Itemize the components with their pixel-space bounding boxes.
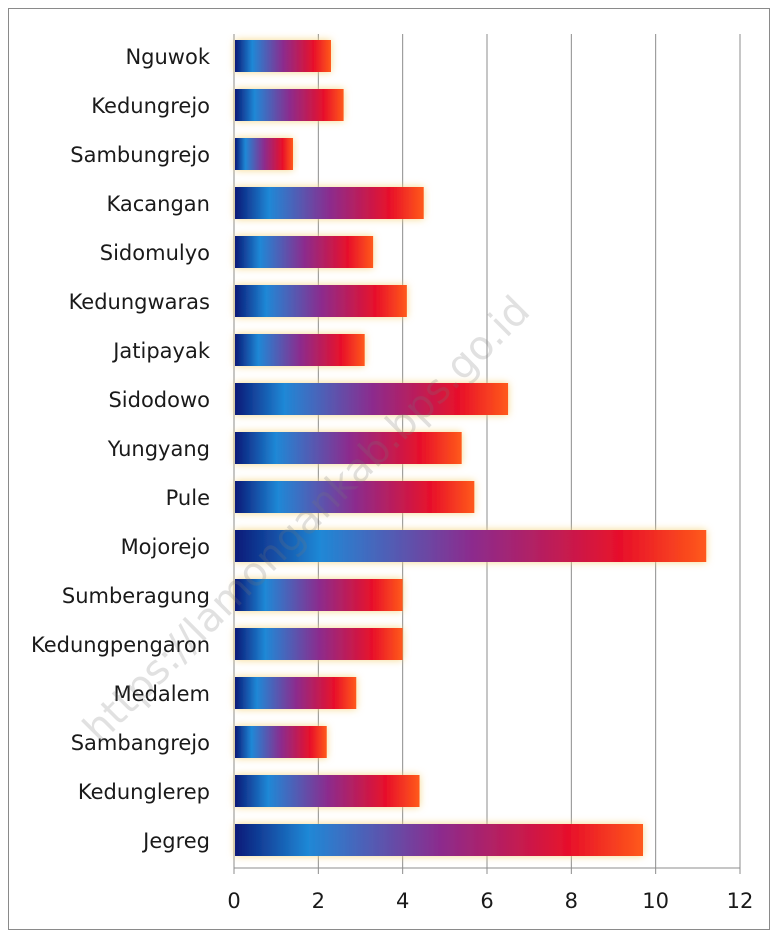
category-label-jatipayak: Jatipayak — [111, 339, 211, 363]
bar-mojorejo — [235, 530, 707, 562]
category-label-mojorejo: Mojorejo — [121, 535, 210, 559]
x-tick-label: 2 — [312, 889, 325, 913]
bar-kedungrejo — [235, 89, 344, 121]
category-label-medalem: Medalem — [114, 682, 210, 706]
category-label-sidomulyo: Sidomulyo — [100, 241, 210, 265]
bar-sumberagung — [235, 579, 403, 611]
bar-sambangrejo — [235, 726, 327, 758]
category-label-sidodowo: Sidodowo — [108, 388, 210, 412]
category-label-jegreg: Jegreg — [141, 829, 210, 853]
x-tick-label: 0 — [227, 889, 240, 913]
bar-kedungpengaron — [235, 628, 403, 660]
bar-nguwok — [235, 40, 331, 72]
category-label-kedungrejo: Kedungrejo — [91, 94, 210, 118]
x-tick-label: 4 — [396, 889, 409, 913]
category-label-kedungpengaron: Kedungpengaron — [31, 633, 210, 657]
category-label-kedungwaras: Kedungwaras — [69, 290, 210, 314]
bar-yungyang — [235, 432, 462, 464]
bar-jegreg — [235, 824, 644, 856]
category-label-pule: Pule — [166, 486, 210, 510]
x-tick-label: 12 — [727, 889, 754, 913]
bar-kedunglerep — [235, 775, 420, 807]
x-tick-label: 6 — [480, 889, 493, 913]
category-label-kedunglerep: Kedunglerep — [78, 780, 210, 804]
bar-pule — [235, 481, 475, 513]
bar-kacangan — [235, 187, 424, 219]
x-tick-label: 8 — [565, 889, 578, 913]
category-label-yungyang: Yungyang — [107, 437, 210, 461]
category-label-sambangrejo: Sambangrejo — [71, 731, 210, 755]
category-label-sumberagung: Sumberagung — [62, 584, 210, 608]
category-label-nguwok: Nguwok — [125, 45, 210, 69]
bar-medalem — [235, 677, 357, 709]
bar-jatipayak — [235, 334, 365, 366]
bars — [235, 40, 707, 856]
x-tick-labels: 0 2 4 6 8 10 12 — [227, 868, 753, 913]
x-tick-label: 10 — [642, 889, 669, 913]
category-label-sambungrejo: Sambungrejo — [70, 143, 210, 167]
category-label-kacangan: Kacangan — [106, 192, 210, 216]
bar-sidomulyo — [235, 236, 374, 268]
bar-sidodowo — [235, 383, 509, 415]
bar-kedungwaras — [235, 285, 407, 317]
bar-sambungrejo — [235, 138, 294, 170]
category-labels: Nguwok Kedungrejo Sambungrejo Kacangan Sidom… — [31, 45, 211, 853]
